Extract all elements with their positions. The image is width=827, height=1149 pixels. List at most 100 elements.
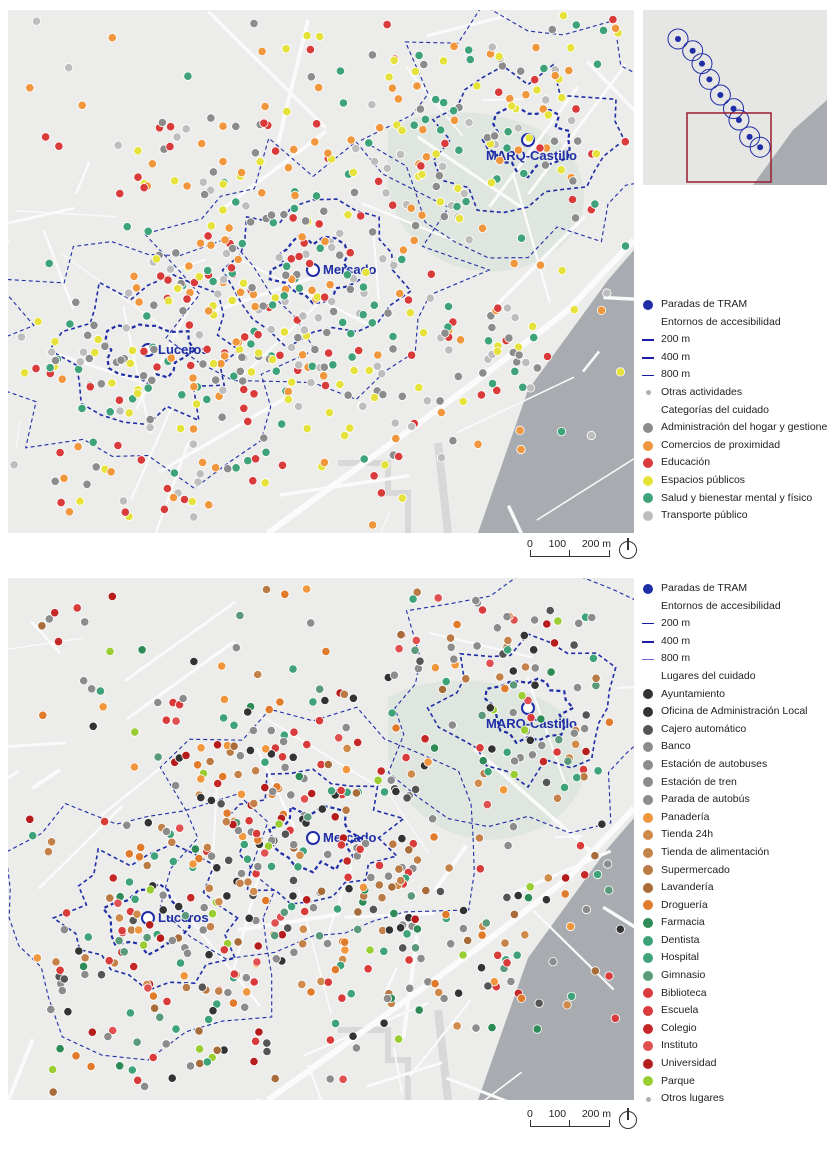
care-place-marker[interactable] [395, 288, 405, 299]
care-place-marker[interactable] [410, 914, 420, 924]
care-place-marker[interactable] [248, 725, 258, 736]
care-place-marker[interactable] [580, 870, 590, 880]
care-place-marker[interactable] [77, 403, 87, 413]
care-place-marker[interactable] [50, 608, 60, 618]
care-place-marker[interactable] [579, 724, 590, 734]
care-place-marker[interactable] [167, 935, 177, 945]
care-place-marker[interactable] [233, 825, 243, 836]
care-place-marker[interactable] [510, 366, 520, 376]
care-place-marker[interactable] [342, 270, 352, 280]
care-place-marker[interactable] [348, 1031, 358, 1041]
care-place-marker[interactable] [340, 945, 350, 955]
care-place-marker[interactable] [98, 702, 108, 712]
care-place-marker[interactable] [435, 886, 445, 897]
care-place-marker[interactable] [189, 382, 199, 392]
care-place-marker[interactable] [259, 118, 269, 128]
care-place-marker[interactable] [310, 344, 320, 355]
care-place-marker[interactable] [389, 908, 399, 918]
care-place-marker[interactable] [233, 254, 243, 265]
care-place-marker[interactable] [320, 236, 330, 246]
care-place-marker[interactable] [389, 260, 399, 270]
care-place-marker[interactable] [397, 493, 407, 503]
care-place-marker[interactable] [289, 727, 299, 737]
care-place-marker[interactable] [503, 635, 513, 646]
care-place-marker[interactable] [298, 924, 308, 934]
care-place-marker[interactable] [133, 388, 143, 398]
care-place-marker[interactable] [536, 714, 546, 724]
care-place-marker[interactable] [425, 293, 435, 303]
care-place-marker[interactable] [122, 820, 132, 830]
care-place-marker[interactable] [277, 419, 287, 429]
care-place-marker[interactable] [71, 297, 81, 307]
care-place-marker[interactable] [378, 254, 388, 264]
care-place-marker[interactable] [207, 851, 217, 861]
care-place-marker[interactable] [436, 407, 446, 418]
care-place-marker[interactable] [553, 616, 563, 626]
care-place-marker[interactable] [271, 954, 281, 964]
care-place-marker[interactable] [590, 199, 600, 209]
care-place-marker[interactable] [320, 695, 330, 706]
care-place-marker[interactable] [164, 296, 174, 306]
care-place-marker[interactable] [502, 892, 512, 902]
care-place-marker[interactable] [532, 1024, 542, 1034]
care-place-marker[interactable] [394, 451, 404, 462]
care-place-marker[interactable] [593, 766, 603, 776]
care-place-marker[interactable] [124, 408, 134, 418]
care-place-marker[interactable] [604, 885, 614, 895]
care-place-marker[interactable] [353, 907, 363, 917]
care-place-marker[interactable] [137, 645, 147, 655]
care-place-marker[interactable] [251, 766, 261, 776]
care-place-marker[interactable] [508, 680, 519, 690]
care-place-marker[interactable] [603, 859, 613, 869]
care-place-marker[interactable] [133, 172, 143, 182]
care-place-marker[interactable] [143, 983, 153, 993]
care-place-marker[interactable] [341, 805, 351, 815]
care-place-marker[interactable] [145, 885, 155, 895]
care-place-marker[interactable] [44, 258, 54, 268]
care-place-marker[interactable] [516, 66, 526, 76]
care-place-marker[interactable] [142, 932, 152, 943]
care-place-marker[interactable] [145, 920, 155, 930]
care-place-marker[interactable] [393, 94, 403, 104]
care-place-marker[interactable] [235, 610, 245, 621]
care-place-marker[interactable] [440, 328, 450, 338]
care-place-marker[interactable] [476, 963, 487, 973]
care-place-marker[interactable] [55, 1044, 65, 1054]
care-place-marker[interactable] [103, 1031, 113, 1042]
care-place-marker[interactable] [229, 969, 239, 979]
care-place-marker[interactable] [437, 161, 448, 171]
care-place-marker[interactable] [130, 894, 140, 904]
care-place-marker[interactable] [75, 496, 85, 506]
care-place-marker[interactable] [270, 146, 281, 156]
care-place-marker[interactable] [335, 228, 345, 238]
care-place-marker[interactable] [547, 25, 557, 35]
care-place-marker[interactable] [222, 808, 232, 818]
care-place-marker[interactable] [381, 188, 391, 198]
care-place-marker[interactable] [310, 137, 320, 147]
care-place-marker[interactable] [189, 656, 199, 667]
care-place-marker[interactable] [502, 612, 512, 622]
care-place-marker[interactable] [61, 908, 72, 918]
care-place-marker[interactable] [527, 750, 538, 760]
care-place-marker[interactable] [266, 861, 277, 871]
care-place-marker[interactable] [518, 382, 528, 392]
care-place-marker[interactable] [397, 833, 407, 844]
care-place-marker[interactable] [82, 479, 92, 489]
care-place-marker[interactable] [182, 294, 192, 304]
care-place-marker[interactable] [96, 379, 106, 389]
care-place-marker[interactable] [205, 756, 215, 767]
care-place-marker[interactable] [78, 347, 89, 357]
care-place-marker[interactable] [171, 1024, 181, 1034]
care-place-marker[interactable] [226, 263, 237, 273]
care-place-marker[interactable] [423, 757, 433, 767]
care-place-marker[interactable] [151, 254, 161, 264]
care-place-marker[interactable] [523, 695, 533, 706]
care-place-marker[interactable] [374, 880, 384, 890]
care-place-marker[interactable] [475, 864, 485, 874]
care-place-marker[interactable] [418, 125, 428, 135]
care-place-marker[interactable] [267, 300, 278, 310]
care-place-marker[interactable] [568, 176, 578, 186]
care-place-marker[interactable] [161, 715, 171, 725]
care-place-marker[interactable] [106, 467, 116, 477]
care-place-marker[interactable] [346, 328, 356, 339]
